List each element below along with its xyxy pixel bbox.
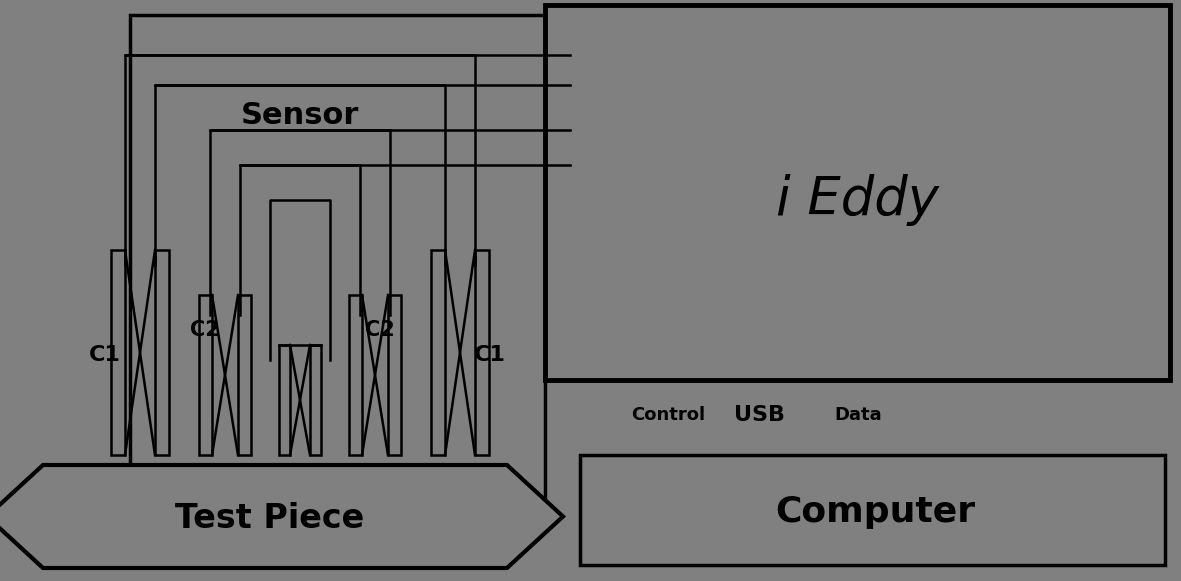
- Text: C1: C1: [474, 345, 505, 365]
- Bar: [239, 295, 252, 455]
- Bar: [111, 250, 125, 455]
- Polygon shape: [0, 465, 563, 568]
- Text: Computer: Computer: [775, 495, 976, 529]
- Text: i Eddy: i Eddy: [776, 174, 940, 226]
- Bar: [130, 15, 544, 500]
- Text: Data: Data: [834, 406, 882, 424]
- Text: Control: Control: [631, 406, 705, 424]
- Bar: [475, 250, 489, 455]
- Text: Sensor: Sensor: [241, 101, 359, 130]
- Bar: [350, 295, 363, 455]
- Bar: [544, 5, 1170, 380]
- Bar: [155, 250, 169, 455]
- Bar: [309, 345, 321, 455]
- Bar: [431, 250, 445, 455]
- Text: USB: USB: [735, 405, 785, 425]
- Bar: [200, 295, 213, 455]
- Text: C2: C2: [190, 320, 220, 340]
- Bar: [389, 295, 402, 455]
- Bar: [580, 455, 1164, 565]
- Text: Test Piece: Test Piece: [175, 501, 365, 535]
- Bar: [279, 345, 291, 455]
- Text: C2: C2: [365, 320, 394, 340]
- Text: C1: C1: [89, 345, 120, 365]
